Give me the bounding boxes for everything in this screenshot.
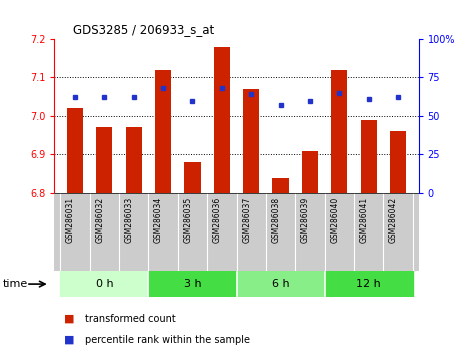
Text: transformed count: transformed count [85,314,176,324]
Bar [360,120,377,193]
Text: GSM286034: GSM286034 [154,197,163,243]
Text: percentile rank within the sample: percentile rank within the sample [85,335,250,345]
Text: time: time [2,279,27,289]
Bar [214,47,230,193]
Text: GSM286042: GSM286042 [389,197,398,243]
Bar [184,162,201,193]
Text: GSM286041: GSM286041 [359,197,368,243]
Bar [324,271,413,297]
Text: GSM286036: GSM286036 [213,197,222,243]
Bar [236,271,324,297]
Text: GSM286037: GSM286037 [242,197,251,243]
Bar [302,150,318,193]
Bar [155,70,171,193]
Bar [126,127,142,193]
Text: GSM286038: GSM286038 [272,197,280,243]
Text: GSM286033: GSM286033 [125,197,134,243]
Text: GSM286035: GSM286035 [184,197,193,243]
Text: GSM286031: GSM286031 [66,197,75,243]
Text: GSM286040: GSM286040 [330,197,339,243]
Text: GDS3285 / 206933_s_at: GDS3285 / 206933_s_at [73,23,214,36]
Text: GSM286032: GSM286032 [96,197,105,243]
Bar [60,271,149,297]
Text: 6 h: 6 h [272,279,289,289]
Text: 3 h: 3 h [184,279,201,289]
Text: ■: ■ [64,335,78,345]
Text: 12 h: 12 h [356,279,381,289]
Text: 0 h: 0 h [96,279,113,289]
Bar [272,178,289,193]
Bar [67,108,83,193]
Bar [390,131,406,193]
Bar [149,271,236,297]
Text: ■: ■ [64,314,78,324]
Bar [96,127,113,193]
Bar [243,89,259,193]
Bar [331,70,347,193]
Text: GSM286039: GSM286039 [301,197,310,243]
